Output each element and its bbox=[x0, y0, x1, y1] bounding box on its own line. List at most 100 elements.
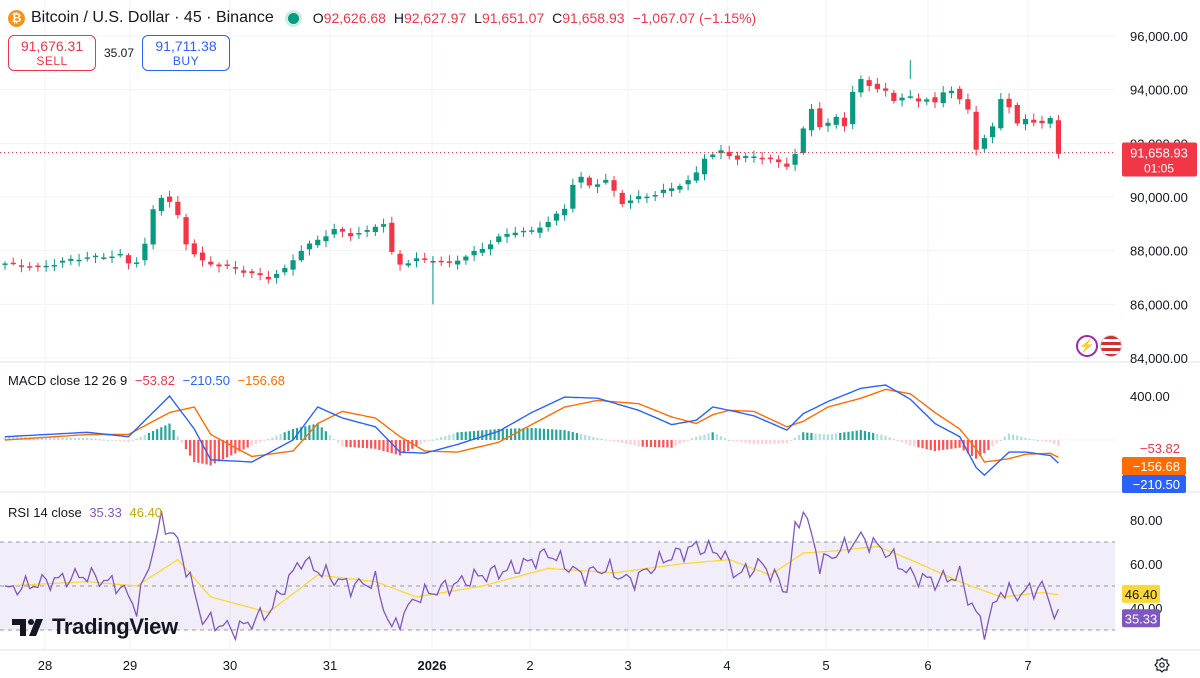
macd-histogram-bar bbox=[797, 435, 801, 440]
macd-histogram-bar bbox=[855, 430, 858, 440]
macd-histogram-bar bbox=[271, 437, 274, 440]
macd-axis-label: 400.00 bbox=[1130, 389, 1170, 404]
macd-histogram-bar bbox=[937, 440, 941, 451]
candle-body bbox=[636, 196, 642, 200]
macd-legend[interactable]: MACD close 12 26 9 −53.82 −210.50 −156.6… bbox=[8, 373, 285, 388]
macd-histogram-bar bbox=[658, 440, 661, 448]
macd-histogram-bar bbox=[859, 430, 862, 440]
macd-histogram-bar bbox=[637, 440, 640, 447]
candle-body bbox=[43, 265, 49, 268]
market-open-icon bbox=[287, 12, 299, 24]
candle-body bbox=[356, 233, 362, 235]
tradingview-logo[interactable]: TradingView bbox=[12, 614, 178, 640]
macd-histogram-bar bbox=[596, 437, 599, 440]
macd-histogram-bar bbox=[226, 440, 229, 458]
macd-histogram-bar bbox=[917, 440, 920, 448]
candle-body bbox=[932, 97, 938, 103]
candle-body bbox=[18, 265, 25, 267]
candle-body bbox=[594, 184, 601, 187]
macd-histogram-bar bbox=[621, 440, 624, 444]
candle-body bbox=[76, 259, 82, 262]
macd-histogram-bar bbox=[707, 433, 710, 440]
macd-histogram-bar bbox=[719, 436, 723, 440]
macd-histogram-bar bbox=[970, 440, 974, 456]
candle-body bbox=[924, 99, 930, 102]
time-axis-label: 28 bbox=[38, 658, 52, 673]
macd-histogram-bar bbox=[604, 439, 607, 441]
macd-histogram-bar bbox=[398, 440, 402, 456]
macd-histogram-bar bbox=[40, 437, 44, 440]
time-axis-label: 5 bbox=[822, 658, 829, 673]
candle-body bbox=[10, 262, 16, 265]
macd-histogram-bar bbox=[143, 434, 146, 440]
sell-button[interactable]: 91,676.31 SELL bbox=[8, 35, 96, 71]
macd-histogram-bar bbox=[209, 440, 212, 466]
macd-histogram-bar bbox=[1053, 440, 1056, 445]
macd-histogram-bar bbox=[983, 440, 986, 454]
macd-histogram-bar bbox=[147, 432, 151, 440]
lightning-icon[interactable]: ⚡ bbox=[1076, 335, 1098, 357]
macd-histogram-bar bbox=[847, 431, 850, 440]
macd-histogram-bar bbox=[176, 436, 179, 440]
settings-gear-icon[interactable] bbox=[1154, 657, 1170, 673]
candle-body bbox=[529, 230, 535, 232]
macd-histogram-bar bbox=[567, 431, 570, 440]
ohlc-values: O92,626.68 H92,627.97 L91,651.07 C91,658… bbox=[312, 10, 757, 26]
candle-body bbox=[990, 126, 996, 138]
macd-histogram-bar bbox=[818, 433, 821, 440]
macd-histogram-bar bbox=[497, 429, 500, 440]
candle-body bbox=[866, 80, 872, 86]
macd-histogram-bar bbox=[909, 440, 912, 446]
candle-body bbox=[380, 224, 387, 227]
macd-histogram-bar bbox=[929, 440, 932, 451]
macd-histogram-bar bbox=[760, 440, 764, 445]
macd-histogram-bar bbox=[699, 435, 702, 440]
macd-histogram-bar bbox=[723, 438, 727, 440]
macd-value-label-bg bbox=[1122, 439, 1186, 457]
candle-body bbox=[817, 108, 823, 128]
candle-body bbox=[998, 99, 1004, 129]
macd-histogram-bar bbox=[1044, 440, 1048, 442]
macd-histogram-bar bbox=[86, 437, 89, 440]
macd-histogram-bar bbox=[90, 438, 93, 440]
macd-histogram-bar bbox=[44, 437, 48, 440]
candle-body bbox=[191, 243, 197, 255]
macd-value-label: −156.68 bbox=[1133, 459, 1180, 474]
macd-histogram-bar bbox=[291, 429, 295, 440]
buy-button[interactable]: 91,711.38 BUY bbox=[142, 35, 230, 71]
macd-histogram-bar bbox=[999, 440, 1002, 441]
macd-histogram-bar bbox=[802, 432, 805, 440]
candle-body bbox=[652, 195, 658, 197]
macd-histogram-bar bbox=[201, 440, 204, 464]
candle-body bbox=[101, 257, 107, 259]
candle-body bbox=[726, 151, 732, 157]
macd-histogram-bar bbox=[341, 440, 344, 447]
candle-body bbox=[611, 180, 617, 191]
macd-histogram-bar bbox=[563, 430, 566, 440]
macd-histogram-bar bbox=[61, 437, 64, 440]
macd-histogram-bar bbox=[110, 440, 113, 441]
candle-body bbox=[125, 255, 132, 264]
rsi-line bbox=[4, 510, 1059, 642]
rsi-legend[interactable]: RSI 14 close 35.33 46.40 bbox=[8, 505, 163, 520]
candle-body bbox=[570, 184, 576, 209]
candle-body bbox=[1047, 118, 1053, 124]
macd-histogram-bar bbox=[345, 440, 348, 447]
macd-histogram-bar bbox=[1040, 440, 1043, 441]
macd-histogram-bar bbox=[752, 440, 755, 445]
us-flag-icon[interactable] bbox=[1100, 335, 1122, 357]
candle-body bbox=[981, 138, 987, 149]
macd-histogram-bar bbox=[337, 440, 340, 443]
candle-body bbox=[339, 229, 346, 232]
time-axis-label: 31 bbox=[323, 658, 337, 673]
candle-body bbox=[1031, 119, 1037, 123]
macd-histogram-bar bbox=[863, 431, 867, 440]
macd-histogram-bar bbox=[785, 440, 788, 444]
candle-body bbox=[199, 252, 206, 261]
candle-body bbox=[1039, 120, 1045, 124]
bitcoin-icon: ₿ bbox=[8, 9, 25, 27]
time-axis-label: 4 bbox=[723, 658, 730, 673]
symbol-title[interactable]: Bitcoin / U.S. Dollar · 45 · Binance bbox=[31, 9, 274, 26]
macd-histogram-bar bbox=[773, 440, 776, 444]
